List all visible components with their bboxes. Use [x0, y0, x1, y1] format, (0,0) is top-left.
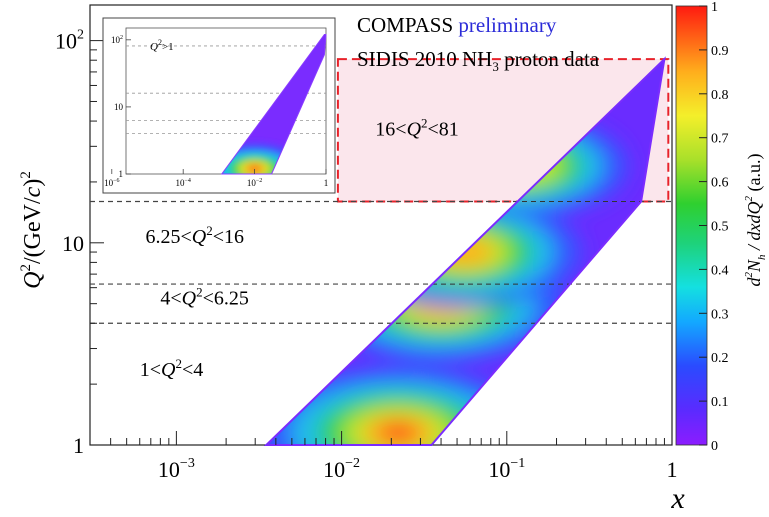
- x-tick-label: 1: [667, 457, 678, 482]
- q2-bin-label: 1<Q2<4: [140, 356, 204, 381]
- inset-band-edge: [220, 34, 327, 175]
- colorbar-tick-label: 0.1: [711, 395, 729, 410]
- y-tick-label: 102: [55, 28, 84, 54]
- inset-plot: 10−6 10−2 10−4 1 1 10 102 Q2>1: [102, 17, 336, 194]
- inset-y-tick-label: 10: [114, 102, 124, 112]
- colorbar-tick-label: 0.3: [711, 307, 729, 322]
- x-tick-label: 10−3: [158, 456, 195, 482]
- colorbar-tick-label: 0.2: [711, 351, 729, 366]
- density-contour: [433, 237, 495, 267]
- inset-y-tick-label: 1: [119, 169, 124, 179]
- colorbar-tick-label: 0.6: [711, 176, 729, 191]
- inset-x-tick-label: 10−4: [176, 178, 191, 188]
- q2-bin-label: 4<Q2<6.25: [160, 285, 249, 310]
- x-tick-label: 10−2: [323, 456, 360, 482]
- y-axis-ticks: 1 10 102: [55, 28, 104, 458]
- inset-title: Q2>1: [150, 38, 174, 53]
- colorbar-tick-label: 0: [711, 439, 718, 454]
- density-contour: [396, 219, 532, 285]
- inset-x-tick-label: 10−2: [247, 178, 262, 188]
- y-tick-label: 1: [73, 433, 84, 458]
- q2-bin-label: 16<Q2<81: [375, 115, 459, 140]
- inset-x-tick-label: 1: [324, 178, 329, 188]
- density-contour: [417, 229, 511, 275]
- colorbar-tick-label: 0.4: [711, 263, 729, 278]
- density-contour: [378, 423, 418, 443]
- dataset-annotation: SIDIS 2010 NH3 proton data: [357, 47, 600, 74]
- y-axis-label: Q2/(GeV/c)2: [18, 171, 46, 289]
- q2-bin-lines: [90, 200, 672, 324]
- colorbar-label: d2Nh / dxdQ2 (a.u.): [743, 154, 768, 287]
- y-tick-label: 10: [62, 231, 84, 256]
- x-axis-ticks: 10−3 10−2 10−1 1: [89, 431, 678, 482]
- colorbar-tick-label: 0.5: [711, 220, 729, 235]
- band-edge: [263, 56, 666, 446]
- colorbar-tick-label: 1: [711, 0, 718, 15]
- q2-bin-labels: 1<Q2<4 4<Q2<6.25 6.25<Q2<16 16<Q2<81: [140, 115, 459, 380]
- experiment-annotation: COMPASS preliminary: [357, 13, 557, 37]
- inset-density-contour: [248, 165, 261, 172]
- inset-y-tick-label: 102: [111, 35, 123, 45]
- x-tick-label: 10−1: [488, 456, 525, 482]
- colorbar-tick-label: 0.7: [711, 132, 729, 147]
- inset-x-tick-label: 10−6: [104, 178, 119, 188]
- colorbar-tick-label: 0.8: [711, 88, 729, 103]
- x-axis-label: x: [670, 482, 685, 515]
- colorbar-tick-label: 0.9: [711, 44, 729, 59]
- inset-x-ticks: 10−6 10−2 10−4 1: [104, 169, 328, 188]
- inset-y-ticks: 1 10 102: [111, 35, 131, 179]
- colorbar-ticks: 0 0.1 0.2 0.3 0.4 0.5 0.6 0.7 0.8 0.9 1: [699, 0, 729, 454]
- q2-bin-label: 6.25<Q2<16: [145, 223, 244, 248]
